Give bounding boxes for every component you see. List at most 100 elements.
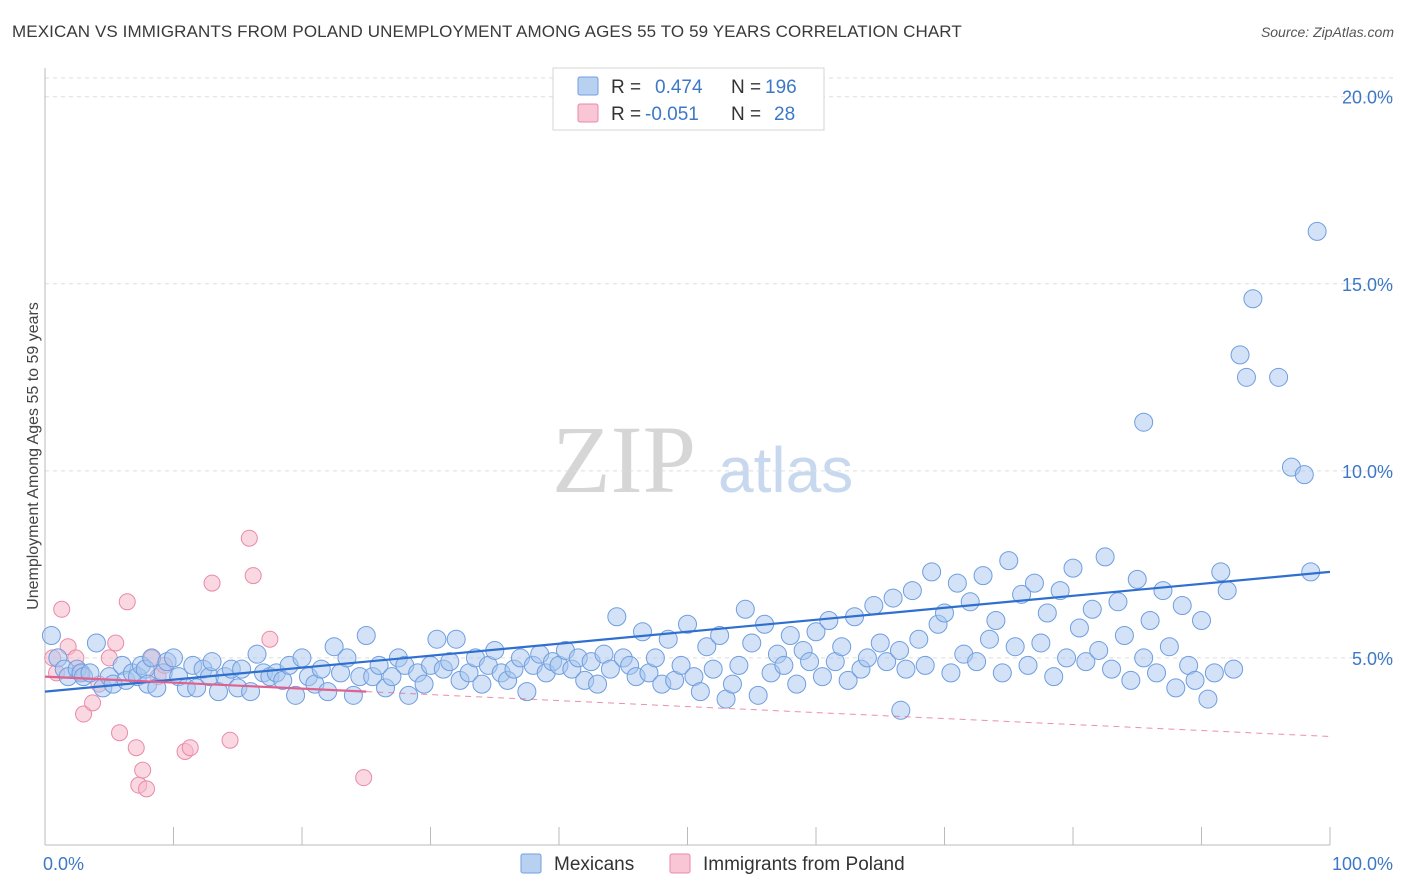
legend-n-value-1: 196 [765,77,797,98]
data-point-mexicans [399,685,419,705]
data-point-poland [244,567,262,585]
data-point-poland [107,634,125,652]
data-point-poland [75,705,93,723]
data-point-poland [355,769,373,787]
data-point-mexicans [1089,640,1109,660]
data-point-mexicans [1166,678,1186,698]
data-point-mexicans [1108,592,1128,612]
correlation-legend: R = 0.474 N = 196 R = -0.051 N = 28 [552,67,825,131]
data-point-mexicans [1172,596,1192,616]
data-point-mexicans [1063,558,1083,578]
series-legend: Mexicans Immigrants from Poland [520,853,905,875]
data-point-mexicans [941,663,961,683]
data-point-mexicans [1134,648,1154,668]
data-point-mexicans [1185,670,1205,690]
data-point-mexicans [678,614,697,634]
data-point-mexicans [671,655,691,675]
data-point-poland [111,724,129,742]
data-point-mexicans [883,588,903,608]
data-point-mexicans [1050,581,1070,601]
data-point-mexicans [1005,637,1025,657]
legend-label-mexicans: Mexicans [554,854,634,875]
trend-lines [44,570,1331,737]
legend-swatch-mexicans [577,76,599,96]
data-point-mexicans [806,622,826,642]
data-point-mexicans [973,566,993,586]
data-point-mexicans [915,655,935,675]
data-point-mexicans [1224,659,1244,679]
data-point-mexicans [703,659,723,679]
data-point-mexicans [992,663,1012,683]
data-point-mexicans [41,625,61,645]
y-axis-title: Unemployment Among Ages 55 to 59 years [25,302,42,610]
data-point-mexicans [909,629,929,649]
data-point-mexicans [1301,562,1321,582]
data-point-mexicans [1198,689,1218,709]
data-point-mexicans [1211,562,1231,582]
data-point-mexicans [891,700,911,720]
data-point-mexicans [414,674,434,694]
data-point-mexicans [870,633,890,653]
data-point-mexicans [427,629,447,649]
data-point-mexicans [1076,652,1096,672]
y-tick-label: 10.0% [1342,462,1393,482]
legend-swatch-poland [577,103,599,123]
data-point-mexicans [232,659,252,679]
legend-n-label-2: N = [731,104,761,125]
data-point-poland [53,600,71,618]
data-point-mexicans [690,682,710,702]
watermark: ZIP atlas [552,406,853,513]
data-point-mexicans [1031,633,1051,653]
data-point-mexicans [890,640,910,660]
x-tick-label: 0.0% [43,854,84,874]
data-point-mexicans [517,682,537,702]
data-point-poland [138,780,156,798]
data-point-mexicans [832,637,852,657]
data-point-mexicans [787,674,807,694]
data-point-mexicans [774,655,794,675]
axes [44,68,1331,846]
data-point-mexicans [729,655,749,675]
legend-swatch-poland-bottom [669,853,691,874]
series-mexicans [41,221,1327,720]
trend-line-poland-solid [44,675,367,693]
data-point-mexicans [80,663,100,683]
data-point-mexicans [986,611,1006,631]
data-point-mexicans [1159,637,1179,657]
data-point-mexicans [1095,547,1115,567]
data-point-mexicans [735,599,755,619]
tick-labels: 5.0% 10.0% 15.0% 20.0% 0.0% 100.0% [43,88,1393,874]
data-point-mexicans [1018,655,1038,675]
legend-r-label-1: R = [611,77,641,98]
data-point-poland [221,731,239,749]
chart-title: MEXICAN VS IMMIGRANTS FROM POLAND UNEMPL… [12,22,962,41]
data-point-poland [118,593,136,611]
data-point-mexicans [1192,611,1211,631]
source-label: Source: ZipAtlas.com [1260,24,1394,40]
data-point-mexicans [1069,618,1089,638]
data-point-mexicans [1024,573,1044,593]
data-point-mexicans [722,674,742,694]
data-point-poland [134,761,152,779]
data-point-mexicans [1121,670,1141,690]
legend-label-poland: Immigrants from Poland [703,854,905,875]
data-point-mexicans [902,581,922,601]
data-point-mexicans [1037,603,1057,623]
data-point-mexicans [960,592,980,612]
data-point-mexicans [1307,221,1327,241]
data-point-mexicans [1294,465,1314,485]
watermark-zip: ZIP [552,406,696,513]
data-point-mexicans [311,659,331,679]
data-point-mexicans [1082,599,1102,619]
data-point-mexicans [356,625,376,645]
data-point-mexicans [1057,648,1077,668]
data-point-mexicans [979,629,999,649]
data-point-mexicans [1217,581,1237,601]
data-point-mexicans [1243,289,1263,309]
legend-r-label-2: R = [611,104,641,125]
data-point-mexicans [446,629,466,649]
data-point-mexicans [343,685,363,705]
data-point-mexicans [838,670,858,690]
data-point-mexicans [742,633,762,653]
